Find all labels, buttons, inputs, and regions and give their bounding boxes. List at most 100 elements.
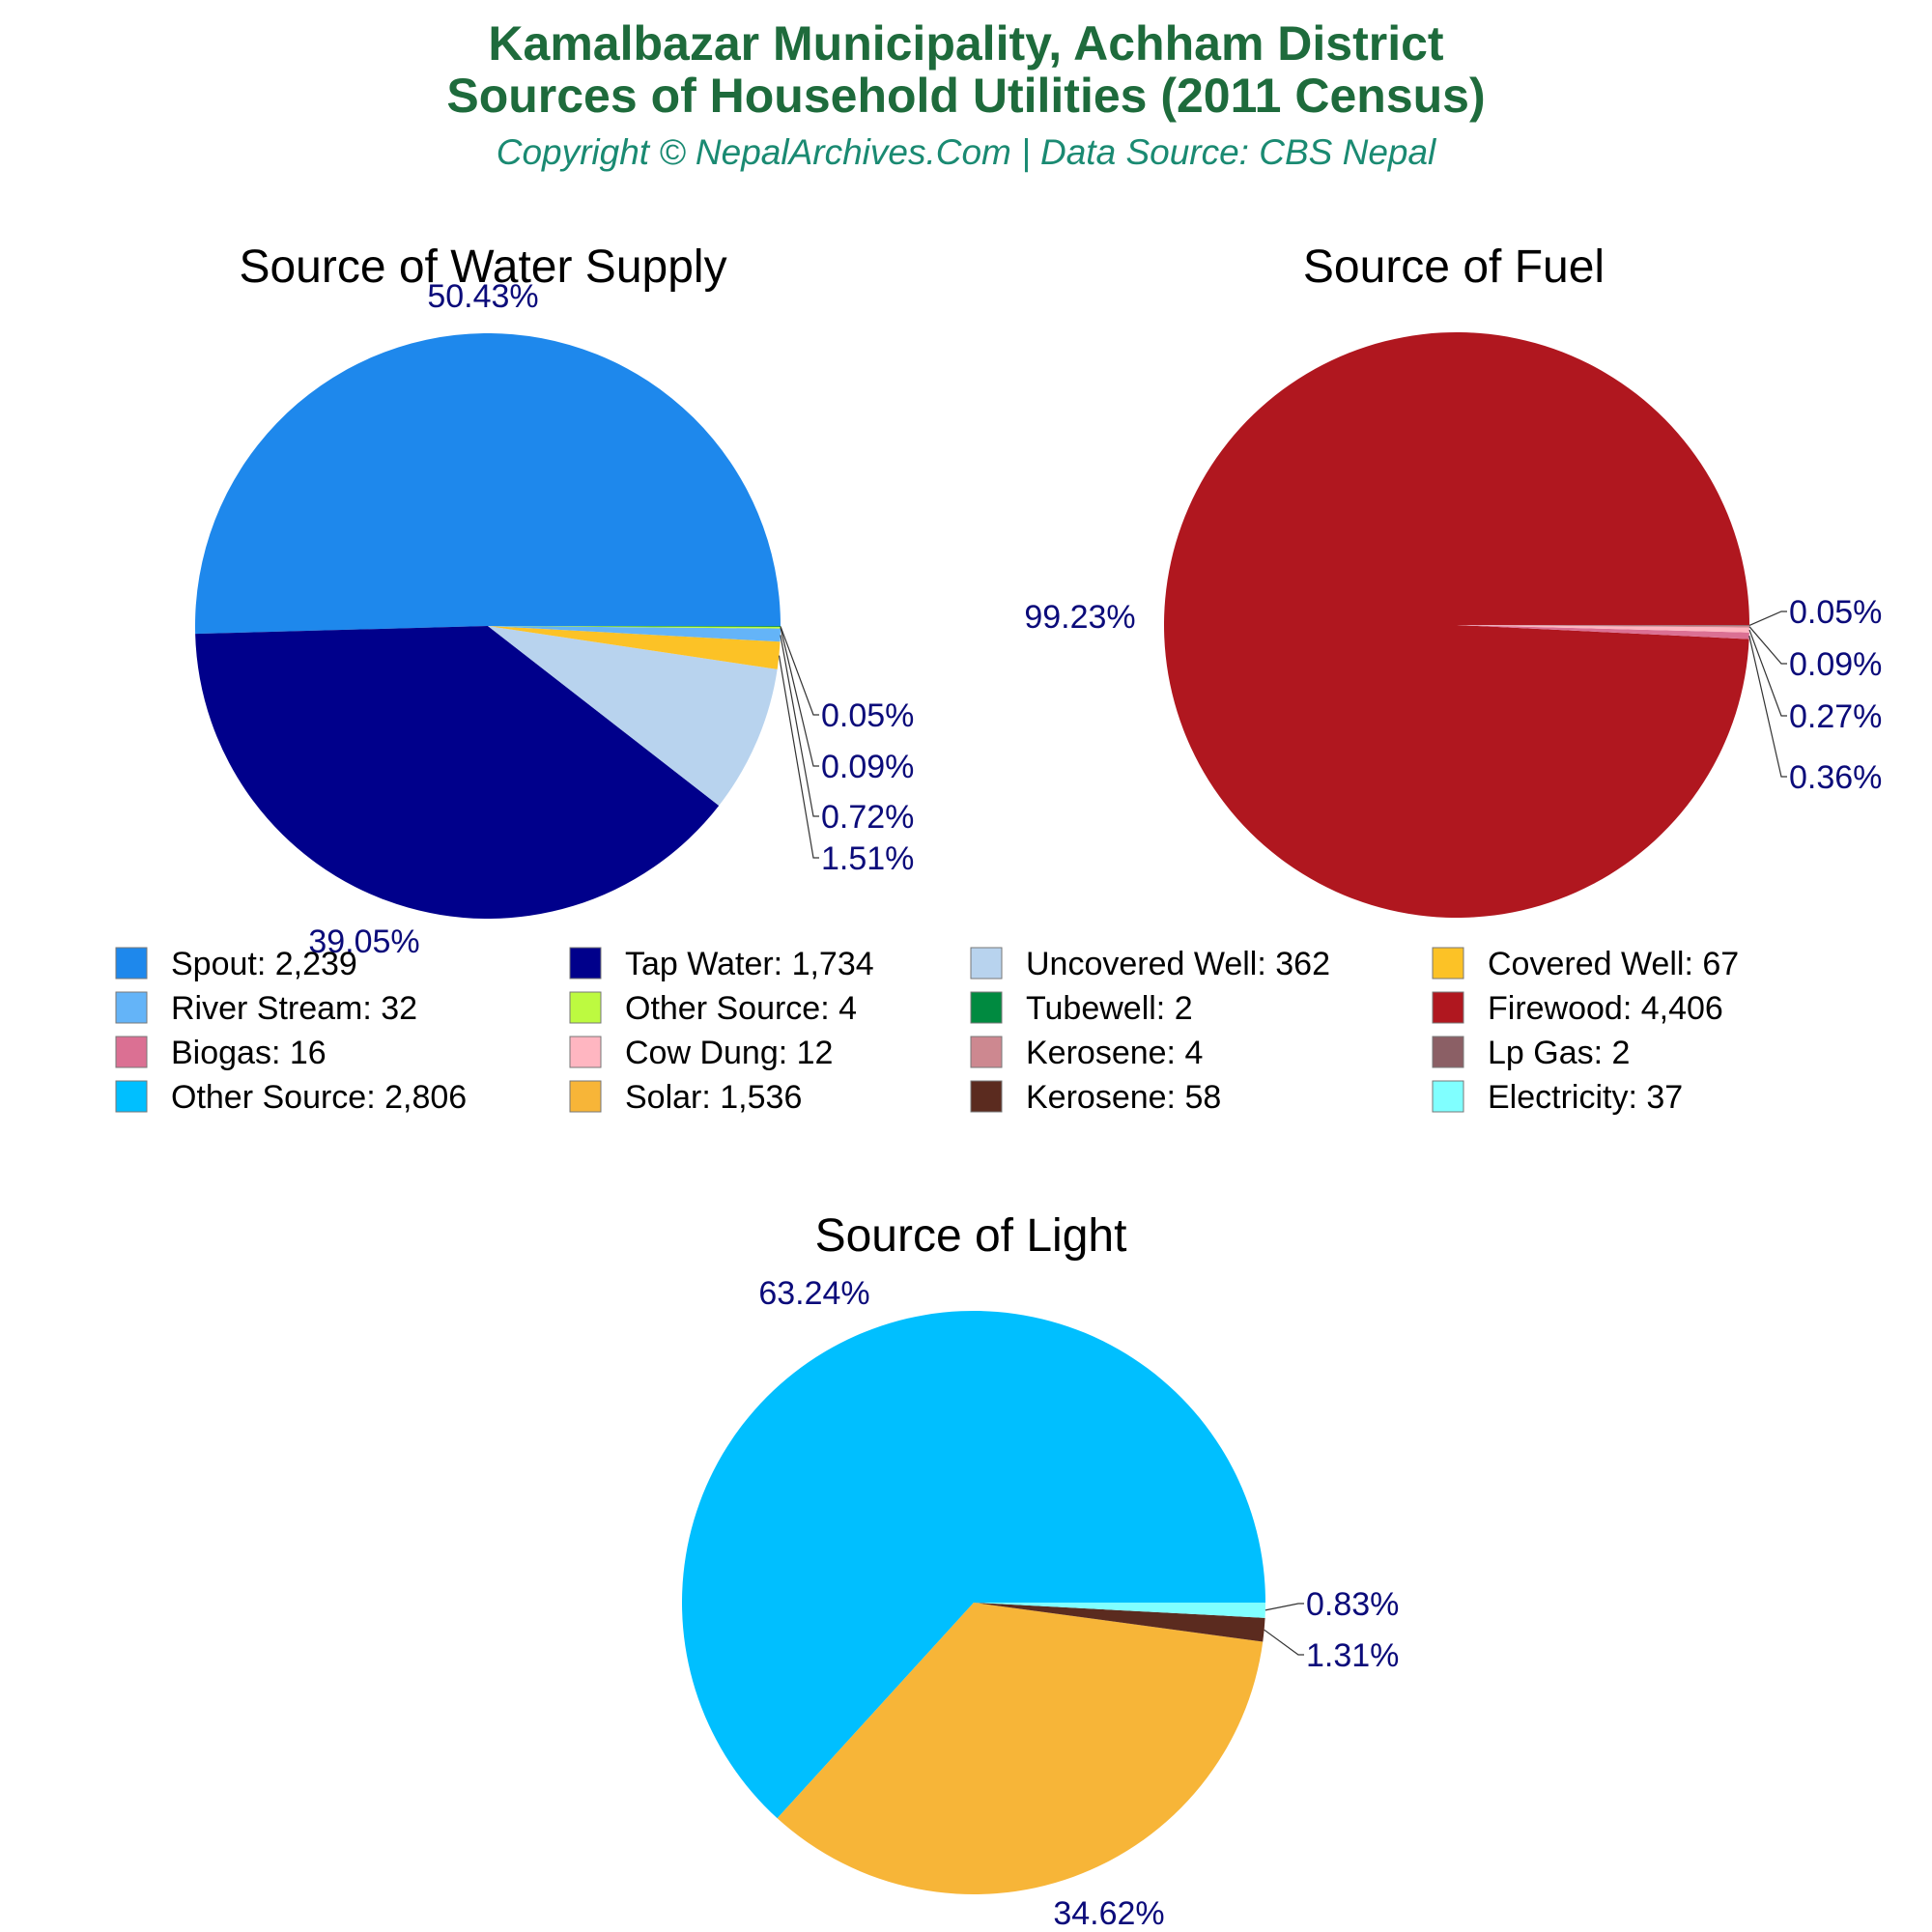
- pie-label-lp-gas: 0.05%: [1789, 594, 1882, 631]
- legend-label: Lp Gas: 2: [1488, 1035, 1630, 1071]
- pie-label-river-stream: 0.72%: [821, 799, 914, 836]
- legend-item: Tubewell: 2: [970, 990, 1193, 1027]
- pie-label-other-source: 63.24%: [758, 1275, 869, 1312]
- pie-title-light: Source of Light: [815, 1210, 1127, 1262]
- pie-slice-covered-well: [488, 626, 781, 669]
- legend-label: River Stream: 32: [171, 990, 417, 1027]
- legend-label: Cow Dung: 12: [625, 1035, 833, 1071]
- pie-chart-water-supply: Source of Water Supply 50.43% 39.05% 1.51%…: [195, 242, 914, 960]
- legend-item: Other Source: 4: [569, 990, 857, 1027]
- pie-label-electricity: 0.83%: [1306, 1586, 1399, 1623]
- legend-swatch: [1432, 1036, 1464, 1068]
- legend-label: Spout: 2,239: [171, 946, 357, 982]
- legend-swatch: [1432, 947, 1464, 980]
- pie-slices: [682, 1311, 1265, 1894]
- leader-line-cow-dung: [1748, 629, 1787, 717]
- leader-line-electricity: [1264, 1603, 1304, 1611]
- pie-label-other-source: 0.09%: [821, 749, 914, 785]
- pie-slice-tap-water: [195, 626, 720, 920]
- figure-title-line1: Kamalbazar Municipality, Achham District: [488, 16, 1443, 71]
- leader-line-covered-well: [778, 655, 819, 859]
- leader-line-biogas: [1748, 635, 1787, 778]
- pie-slice-spout: [195, 332, 781, 635]
- legend: Spout: 2,239 Tap Water: 1,734 Uncovered We…: [115, 946, 1739, 1116]
- legend-swatch: [569, 947, 602, 980]
- legend-swatch: [970, 947, 1003, 980]
- pie-slice-uncovered-well: [488, 626, 778, 806]
- pie-title-water-supply: Source of Water Supply: [239, 242, 726, 293]
- legend-label: Other Source: 4: [625, 990, 857, 1027]
- pie-label-cow-dung: 0.27%: [1789, 698, 1882, 735]
- legend-item: River Stream: 32: [115, 990, 417, 1027]
- pie-label-kerosene: 1.31%: [1306, 1637, 1399, 1674]
- legend-item: Biogas: 16: [115, 1035, 327, 1071]
- pie-label-tubewell: 0.05%: [821, 697, 914, 734]
- pie-slice-electricity: [974, 1603, 1265, 1618]
- pie-slice-cow-dung: [1457, 625, 1749, 633]
- legend-item: Cow Dung: 12: [569, 1035, 833, 1071]
- legend-swatch: [115, 947, 148, 980]
- legend-swatch: [1432, 1080, 1464, 1113]
- leader-line-kerosene: [1748, 626, 1787, 665]
- pie-slice-solar: [777, 1603, 1264, 1894]
- pie-label-kerosene: 0.09%: [1789, 646, 1882, 683]
- legend-label: Kerosene: 58: [1026, 1079, 1221, 1116]
- legend-label: Biogas: 16: [171, 1035, 327, 1071]
- legend-label: Covered Well: 67: [1488, 946, 1739, 982]
- legend-label: Other Source: 2,806: [171, 1079, 467, 1116]
- figure-subtitle: Copyright © NepalArchives.Com | Data Sou…: [497, 132, 1437, 172]
- legend-item: Kerosene: 4: [970, 1035, 1203, 1071]
- pie-chart-light: Source of Light 63.24% 34.62% 1.31% 0.83%: [682, 1210, 1399, 1932]
- legend-label: Electricity: 37: [1488, 1079, 1683, 1116]
- legend-swatch: [115, 991, 148, 1024]
- pie-chart-fuel: Source of Fuel 99.23% 0.36% 0.27% 0.09% 0.05…: [1024, 242, 1882, 919]
- legend-swatch: [970, 1080, 1003, 1113]
- leader-line-river-stream: [780, 635, 819, 817]
- pie-slice-other-source: [488, 626, 781, 629]
- legend-item: Tap Water: 1,734: [569, 946, 874, 982]
- pie-slices: [195, 332, 781, 920]
- pie-slice-kerosene: [1457, 625, 1749, 628]
- legend-item: Other Source: 2,806: [115, 1079, 467, 1116]
- legend-swatch: [569, 1036, 602, 1068]
- leader-line-kerosene: [1264, 1629, 1304, 1656]
- pie-slice-tubewell: [488, 626, 781, 627]
- pie-label-covered-well: 1.51%: [821, 840, 914, 877]
- legend-swatch: [970, 1036, 1003, 1068]
- legend-item: Electricity: 37: [1432, 1079, 1683, 1116]
- legend-item: Lp Gas: 2: [1432, 1035, 1630, 1071]
- leader-line-lp-gas: [1748, 611, 1787, 626]
- pie-title-fuel: Source of Fuel: [1303, 242, 1605, 293]
- legend-label: Uncovered Well: 362: [1026, 946, 1330, 982]
- legend-swatch: [569, 991, 602, 1024]
- legend-label: Tap Water: 1,734: [625, 946, 874, 982]
- pie-label-firewood: 99.23%: [1024, 599, 1135, 636]
- pie-slice-lp-gas: [1457, 625, 1750, 626]
- pie-slice-river-stream: [488, 626, 781, 642]
- pie-slices: [1163, 332, 1750, 919]
- figure-title-line2: Sources of Household Utilities (2011 Cen…: [446, 69, 1485, 123]
- legend-label: Firewood: 4,406: [1488, 990, 1723, 1027]
- legend-swatch: [115, 1080, 148, 1113]
- legend-swatch: [115, 1036, 148, 1068]
- legend-item: Kerosene: 58: [970, 1079, 1221, 1116]
- legend-label: Solar: 1,536: [625, 1079, 802, 1116]
- legend-item: Uncovered Well: 362: [970, 946, 1330, 982]
- legend-label: Kerosene: 4: [1026, 1035, 1203, 1071]
- pie-label-biogas: 0.36%: [1789, 759, 1882, 796]
- pie-slice-biogas: [1457, 625, 1749, 639]
- pie-label-spout: 50.43%: [427, 278, 538, 315]
- pie-label-tap-water: 39.05%: [308, 923, 419, 960]
- legend-item: Spout: 2,239: [115, 946, 357, 982]
- legend-swatch: [970, 991, 1003, 1024]
- legend-item: Solar: 1,536: [569, 1079, 802, 1116]
- pie-slice-firewood: [1163, 332, 1749, 919]
- leader-line-other-source: [780, 627, 819, 767]
- legend-swatch: [1432, 991, 1464, 1024]
- pie-slice-other-source: [682, 1311, 1265, 1819]
- pie-slice-kerosene: [974, 1603, 1265, 1642]
- legend-item: Covered Well: 67: [1432, 946, 1739, 982]
- leader-line-tubewell: [780, 626, 819, 716]
- legend-swatch: [569, 1080, 602, 1113]
